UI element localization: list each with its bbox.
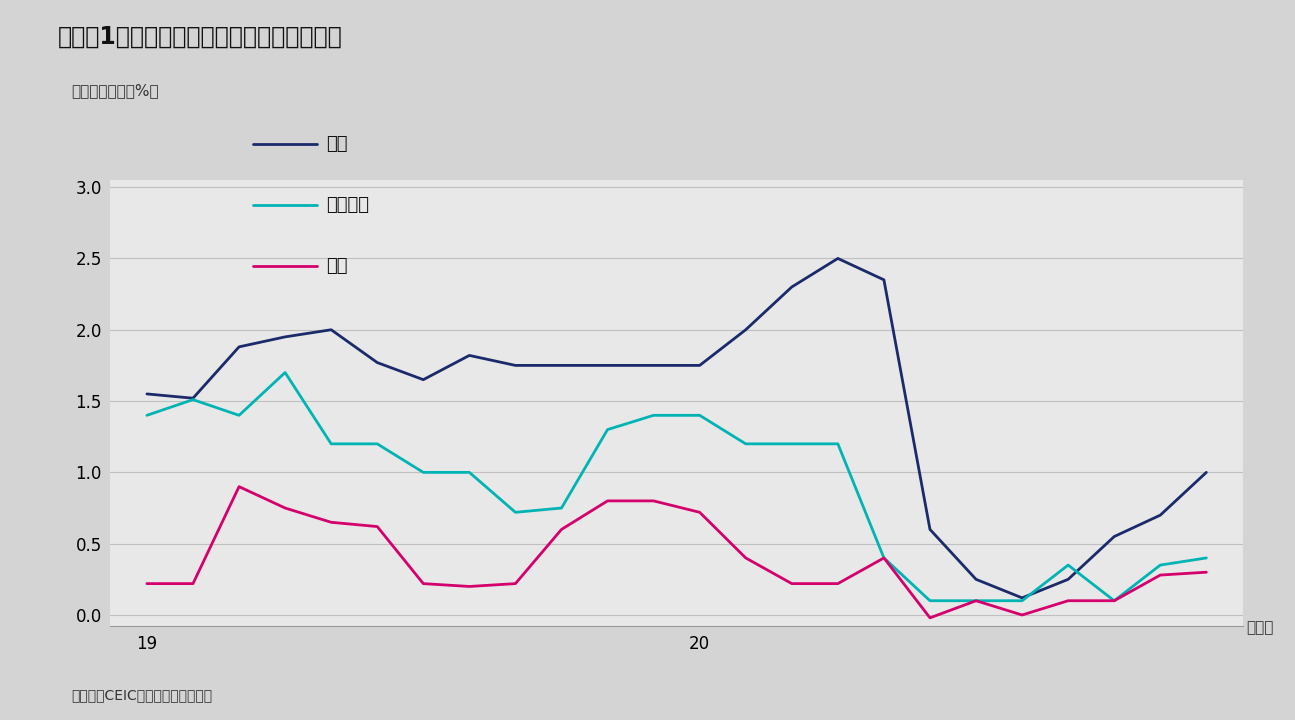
Text: （出所）CEICよりインベスコ作成: （出所）CEICよりインベスコ作成 — [71, 688, 212, 702]
Text: （年）: （年） — [1246, 620, 1273, 635]
Text: ユーロ圏: ユーロ圏 — [326, 196, 369, 214]
Text: （前年同月比、%）: （前年同月比、%） — [71, 83, 159, 98]
Text: 日本: 日本 — [326, 257, 348, 275]
Text: （図表1）日米ユーロ圏の消費者物価上昇率: （図表1）日米ユーロ圏の消費者物価上昇率 — [58, 25, 343, 49]
Text: 米国: 米国 — [326, 135, 348, 153]
